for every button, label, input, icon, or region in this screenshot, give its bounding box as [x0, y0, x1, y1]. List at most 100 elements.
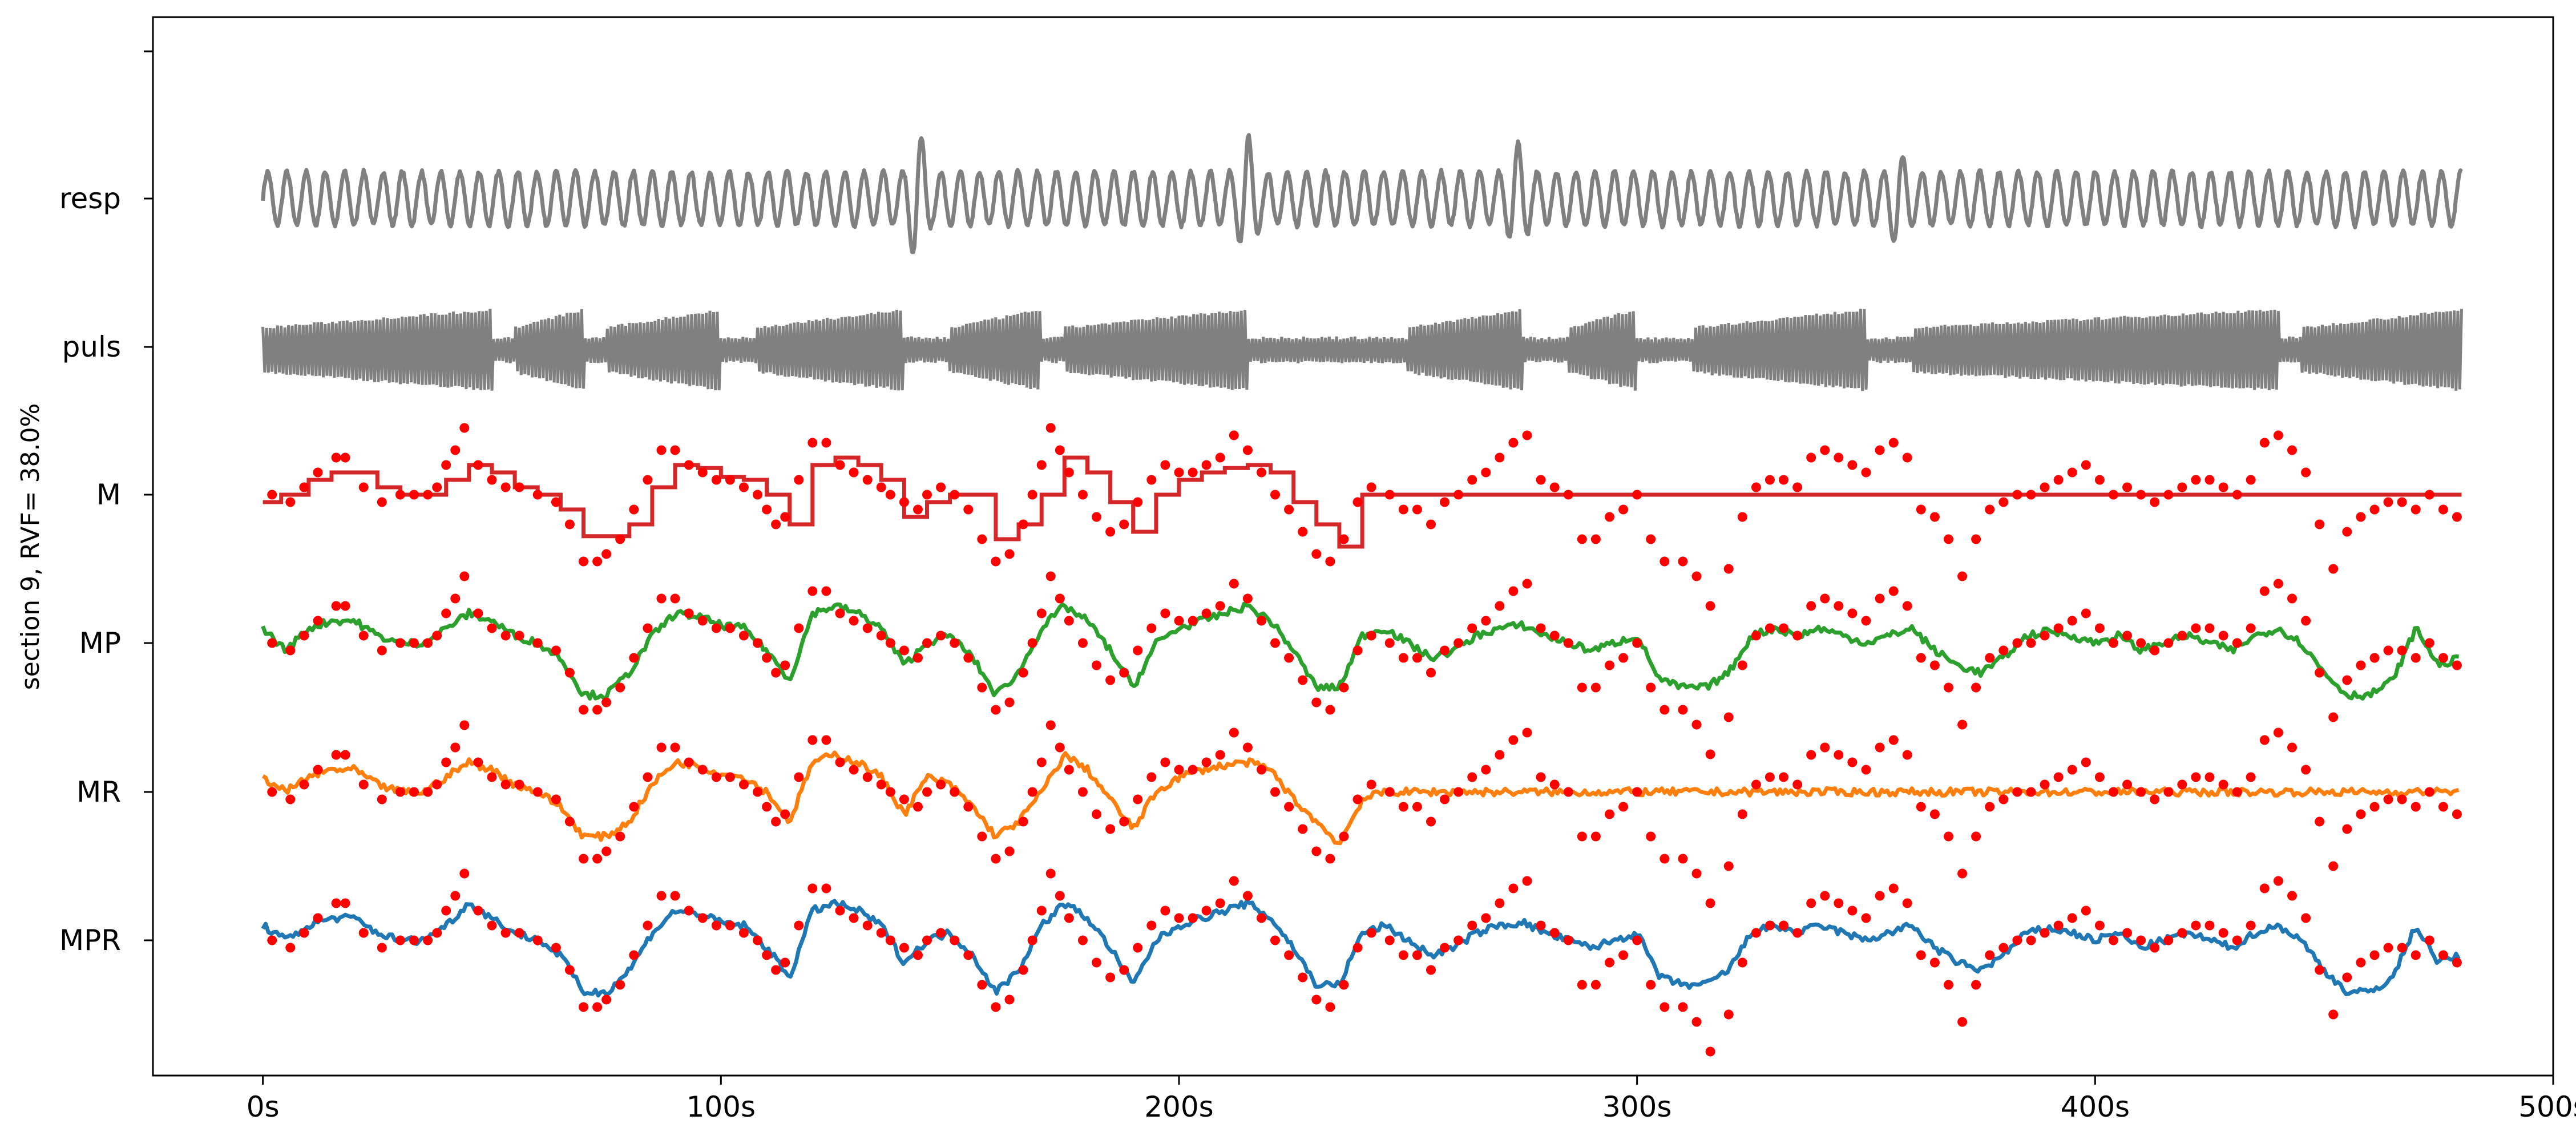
event-point-MP-30 — [684, 608, 694, 619]
event-point-MPR-12 — [441, 906, 451, 916]
event-point-MP-78 — [1298, 675, 1308, 685]
event-point-MR-136 — [2108, 787, 2118, 797]
event-point-MP-87 — [1426, 668, 1436, 678]
event-point-MP-81 — [1339, 682, 1349, 693]
event-point-MP-23 — [592, 705, 603, 715]
event-point-MP-139 — [2150, 645, 2160, 656]
event-point-MPR-15 — [473, 906, 483, 916]
event-point-MPR-161 — [2452, 957, 2462, 968]
event-point-M-103 — [1646, 534, 1656, 544]
event-point-M-36 — [762, 504, 772, 515]
event-point-MPR-66 — [1133, 943, 1143, 953]
event-point-MPR-64 — [1105, 972, 1116, 983]
event-point-MP-126 — [1971, 682, 1981, 693]
event-point-M-84 — [1384, 490, 1395, 500]
event-point-MP-5 — [340, 601, 350, 611]
event-point-M-18 — [514, 482, 524, 492]
event-point-MR-137 — [2122, 779, 2132, 790]
event-point-MPR-159 — [2424, 935, 2434, 945]
event-point-MP-140 — [2163, 638, 2174, 648]
event-point-MP-141 — [2177, 630, 2187, 641]
event-point-MR-4 — [331, 750, 341, 760]
event-point-M-74 — [1242, 445, 1253, 455]
event-point-MPR-119 — [1875, 891, 1885, 901]
event-point-MR-39 — [794, 772, 804, 782]
event-point-MR-81 — [1339, 831, 1349, 842]
event-point-MPR-85 — [1398, 950, 1408, 960]
event-point-M-8 — [395, 490, 405, 500]
event-point-MP-102 — [1632, 638, 1642, 648]
event-point-M-25 — [615, 534, 625, 544]
event-point-M-104 — [1660, 556, 1670, 567]
event-point-MPR-45 — [876, 928, 886, 938]
event-point-MR-64 — [1105, 824, 1116, 834]
event-point-MP-68 — [1160, 608, 1170, 619]
event-point-M-86 — [1412, 504, 1422, 515]
event-point-MP-146 — [2246, 623, 2256, 633]
event-point-M-140 — [2163, 490, 2174, 500]
event-point-MP-59 — [1045, 571, 1056, 581]
event-point-MR-145 — [2232, 787, 2242, 797]
event-point-MP-27 — [643, 623, 653, 633]
event-point-MPR-100 — [1605, 957, 1614, 968]
event-point-MR-2 — [299, 779, 309, 790]
event-point-MP-70 — [1188, 616, 1198, 626]
event-point-M-109 — [1737, 512, 1747, 522]
event-point-MR-92 — [1495, 750, 1505, 760]
event-point-MP-62 — [1077, 638, 1088, 648]
event-point-MR-90 — [1467, 772, 1477, 782]
event-point-M-149 — [2287, 445, 2297, 455]
event-point-MR-106 — [1691, 868, 1702, 879]
event-point-MP-21 — [564, 668, 575, 678]
event-point-MPR-30 — [684, 906, 694, 916]
event-point-M-112 — [1779, 475, 1788, 485]
event-point-M-44 — [862, 475, 873, 485]
event-point-MPR-35 — [753, 935, 762, 945]
event-point-MP-58 — [1036, 608, 1047, 619]
event-point-MP-118 — [1861, 616, 1871, 626]
event-point-MR-127 — [1985, 802, 1995, 812]
event-point-MPR-2 — [299, 928, 309, 938]
event-point-M-90 — [1467, 475, 1477, 485]
event-point-MPR-143 — [2204, 920, 2215, 931]
event-point-MPR-83 — [1366, 928, 1376, 938]
event-point-MPR-49 — [922, 935, 932, 945]
event-point-MPR-122 — [1916, 950, 1926, 960]
event-point-MP-2 — [299, 630, 309, 641]
event-point-M-134 — [2081, 460, 2091, 470]
series-puls-line — [261, 309, 2463, 391]
event-point-MR-93 — [1508, 735, 1519, 745]
event-point-MP-136 — [2108, 638, 2118, 648]
event-point-M-4 — [331, 452, 341, 463]
event-point-MR-8 — [395, 787, 405, 797]
event-point-MPR-109 — [1737, 957, 1747, 968]
event-point-MPR-103 — [1646, 980, 1656, 990]
event-point-MR-84 — [1384, 787, 1395, 797]
event-point-MR-77 — [1284, 802, 1294, 812]
y-tick-label-3: M — [96, 478, 121, 511]
event-point-MR-1 — [285, 794, 296, 805]
event-point-MR-109 — [1737, 809, 1747, 819]
event-point-MP-123 — [1929, 660, 1940, 670]
event-point-MP-40 — [807, 586, 818, 596]
event-point-M-10 — [423, 490, 433, 500]
event-point-MR-82 — [1352, 794, 1363, 805]
event-point-MR-42 — [835, 757, 845, 767]
x-tick-label-1: 100s — [687, 1090, 756, 1123]
event-point-M-69 — [1174, 467, 1184, 478]
event-point-M-152 — [2328, 564, 2339, 574]
event-point-MR-54 — [991, 854, 1001, 864]
event-point-MPR-60 — [1055, 891, 1065, 901]
event-point-M-56 — [1018, 519, 1028, 529]
event-point-M-6 — [358, 482, 369, 492]
event-point-MR-55 — [1004, 846, 1015, 856]
event-point-M-97 — [1563, 490, 1573, 500]
event-point-MPR-89 — [1453, 935, 1464, 945]
event-point-MR-38 — [780, 809, 790, 819]
event-point-MR-144 — [2218, 779, 2228, 790]
event-point-MPR-44 — [862, 920, 873, 931]
event-point-MP-117 — [1847, 608, 1858, 619]
event-point-MPR-1 — [285, 943, 296, 953]
event-point-M-15 — [473, 460, 483, 470]
event-point-MR-130 — [2026, 787, 2036, 797]
